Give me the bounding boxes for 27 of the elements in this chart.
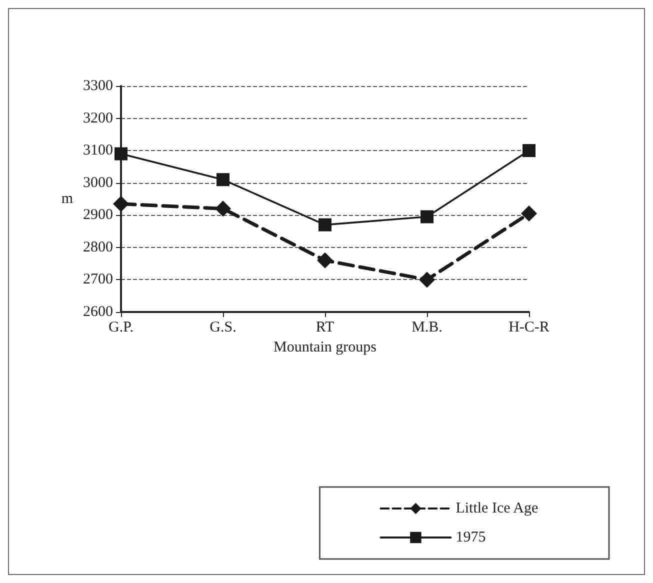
legend-label: Little Ice Age [456, 500, 539, 516]
x-axis-title: Mountain groups [274, 340, 377, 356]
y-tick-label: 3100 [83, 142, 113, 159]
x-tick-label: M.B. [412, 320, 442, 336]
point [521, 206, 537, 222]
y-tick-label: 2700 [83, 272, 113, 288]
y-tick-label: 3300 [83, 78, 113, 94]
y-tick-label: 3000 [83, 174, 113, 191]
x-tick-label: RT [316, 320, 334, 336]
point [216, 173, 230, 186]
legend-label: 1975 [456, 530, 486, 546]
x-tick-label: H-C-R [508, 320, 550, 336]
point [317, 252, 333, 268]
y-tick-label: 3200 [83, 110, 113, 126]
point [215, 200, 231, 217]
y-tick-label: 2600 [83, 304, 113, 320]
point [318, 218, 332, 232]
y-axis-title: m [61, 191, 74, 207]
y-tick-label: 2900 [83, 207, 113, 224]
point [419, 272, 435, 288]
point [114, 147, 128, 160]
point [522, 144, 536, 158]
point [420, 210, 434, 224]
y-tick-label: 2800 [83, 239, 113, 256]
x-tick-label: G.S. [210, 320, 236, 336]
x-tick-label: G.P. [108, 320, 134, 336]
point [113, 196, 129, 212]
